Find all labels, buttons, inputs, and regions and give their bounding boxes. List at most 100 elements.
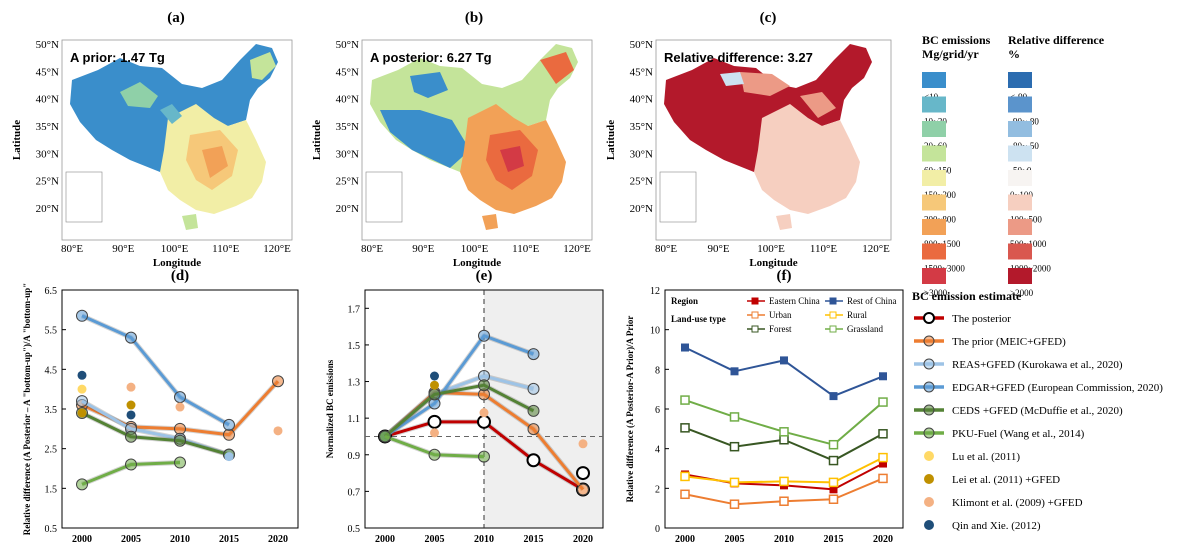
panel-label-b: (b) [465, 10, 483, 26]
series-marker [527, 404, 540, 417]
ytick-label: 8 [655, 365, 660, 376]
legend-swatch [1008, 243, 1032, 260]
legend-swatch [922, 243, 946, 260]
chart-2: (f) 0 2 4 6 8 10 12 2000 2005 2010 2015 2020 Relative… [625, 268, 904, 545]
ytick-label: 1.7 [348, 304, 361, 315]
map-ytick: 50°N [336, 39, 359, 51]
map-ytick: 20°N [336, 203, 359, 215]
series-marker [76, 395, 88, 408]
map-ytick: 35°N [336, 121, 359, 133]
legend-swatch [922, 219, 946, 235]
series-marker [527, 423, 540, 436]
legend-relative-difference: Relative difference % <-90-90~-80-80~-50… [1008, 33, 1105, 298]
legend-swatch [922, 145, 946, 162]
ytick-label: 4.5 [45, 365, 58, 376]
legend-swatch [1008, 268, 1032, 284]
map-xtick: 110°E [212, 243, 239, 255]
legend-swatch [1008, 145, 1032, 162]
series-marker [730, 367, 739, 376]
series-marker [478, 379, 490, 392]
xtick-label: 2020 [268, 534, 288, 545]
series-marker [729, 499, 740, 509]
series-line [81, 411, 230, 457]
series-marker [729, 412, 740, 422]
map-ytick: 45°N [336, 66, 359, 78]
map-xtick: 100°E [757, 243, 785, 255]
map-b: A posterior: 6.27 Tg [361, 39, 593, 241]
series-line [81, 314, 230, 427]
ytick-label: 2.5 [45, 445, 58, 456]
ytick-label: 0.9 [348, 451, 361, 462]
series-marker [174, 456, 186, 469]
legend-swatch [922, 170, 946, 186]
xtick-label: 2000 [675, 534, 695, 545]
series-marker [527, 382, 540, 395]
estimate-legend-label: Klimont et al. (2009) +GFED [952, 497, 1083, 509]
map-ytick: 50°N [36, 39, 59, 51]
map-ytick: 25°N [630, 176, 653, 188]
estimate-legend-label: REAS+GFED (Kurokawa et al., 2020) [952, 359, 1123, 371]
legend-series-label: Rest of China [847, 296, 897, 306]
series-line [684, 346, 884, 398]
map-ytick: 30°N [630, 148, 653, 160]
series-marker [779, 476, 789, 487]
series-marker [576, 466, 590, 481]
series-marker [780, 356, 788, 365]
ytick-label: 0.5 [348, 524, 361, 535]
map-xtick: 110°E [810, 243, 837, 255]
series-marker [878, 473, 888, 484]
map-xtick: 90°E [707, 243, 729, 255]
map-ytick: 30°N [36, 148, 59, 160]
series-marker [125, 430, 137, 443]
xtick-label: 2010 [474, 534, 494, 545]
legend-rd-unit: % [1008, 47, 1020, 61]
series-marker [828, 477, 839, 488]
legend-rd-title: Relative difference [1008, 33, 1105, 47]
estimate-legend-label: Lu et al. (2011) [952, 451, 1020, 463]
series-marker [76, 309, 88, 322]
series-marker [428, 388, 441, 401]
series-marker [681, 343, 689, 352]
ytick-label: 12 [650, 286, 660, 297]
estimate-legend-title: BC emission estimate [912, 289, 1022, 303]
series-marker [174, 422, 186, 435]
chart-ylabel: Relative difference (A Posterior – A "bo… [22, 283, 32, 535]
series-line [384, 383, 535, 438]
legend-swatch [922, 194, 946, 211]
series-marker [680, 489, 690, 500]
legend-swatch [922, 121, 946, 137]
legend-series-label: Urban [769, 310, 792, 320]
series-marker [174, 391, 186, 404]
china-east-c [754, 104, 860, 214]
estimate-legend-marker [923, 358, 935, 370]
chart-1: (e) 0.5 0.7 0.9 1.1 1.3 1.5 1.7 2000 2005 2010 2015… [325, 268, 604, 545]
map-xlabel: Longitude [749, 257, 797, 269]
panel-label: (e) [476, 268, 493, 284]
map-xlabel: Longitude [453, 257, 501, 269]
series-marker [680, 423, 690, 433]
map-xtick: 80°E [655, 243, 677, 255]
map-ytick: 40°N [336, 94, 359, 106]
ytick-label: 1.5 [348, 341, 361, 352]
ytick-label: 6 [655, 405, 660, 416]
estimate-legend-label: The prior (MEIC+GFED) [952, 336, 1066, 348]
map-ytick: 40°N [36, 94, 59, 106]
series-marker [680, 395, 690, 405]
map-xtick: 90°E [412, 243, 434, 255]
ytick-label: 3.5 [45, 405, 58, 416]
map-ytick: 20°N [630, 203, 653, 215]
series-marker [174, 434, 186, 447]
legend-label: >3000 [924, 288, 948, 298]
estimate-legend: BC emission estimate The posterior The pr… [912, 289, 1163, 532]
series-marker [223, 418, 235, 431]
series-marker [828, 455, 839, 466]
xtick-label: 2005 [725, 534, 745, 545]
map-c-title: Relative difference: 3.27 [664, 50, 813, 65]
map-xtick: 120°E [263, 243, 291, 255]
map-xtick: 120°E [862, 243, 890, 255]
panel-label-a: (a) [167, 10, 185, 26]
map-ticks: 80°E 90°E 100°E 110°E 120°E Longitude 50°N 45°N… [11, 39, 890, 269]
series-marker [125, 458, 137, 471]
map-ylabel: Latitude [11, 120, 23, 160]
estimate-legend-marker [923, 427, 935, 439]
